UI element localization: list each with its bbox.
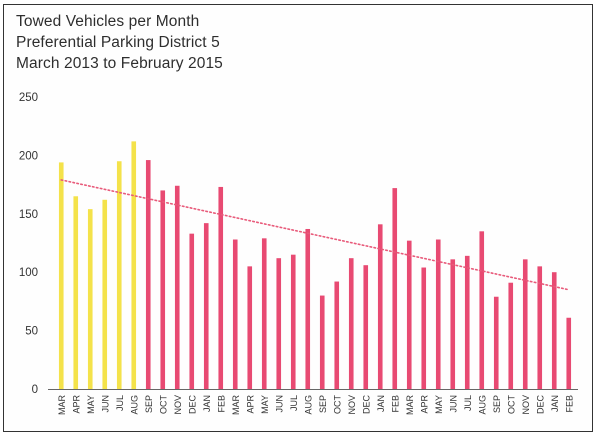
x-tick-label: JUL — [463, 395, 473, 411]
x-tick-label: OCT — [332, 395, 342, 415]
bar — [87, 209, 93, 389]
bar — [290, 254, 296, 389]
bar — [131, 141, 137, 389]
bar — [232, 239, 238, 389]
bars — [58, 141, 572, 389]
bar — [305, 228, 311, 389]
bar — [116, 161, 122, 389]
y-tick-label: 100 — [19, 267, 38, 279]
bar — [276, 258, 282, 389]
bar — [479, 231, 485, 389]
x-tick-label: NOV — [347, 395, 357, 415]
bar — [493, 296, 499, 389]
x-tick-label: SEP — [492, 395, 502, 413]
bar — [363, 265, 369, 389]
x-tick-label: SEP — [144, 395, 154, 413]
x-tick-label: MAY — [434, 395, 444, 414]
x-tick-label: NOV — [173, 395, 183, 415]
bar — [537, 266, 543, 389]
bar — [160, 190, 166, 389]
bar — [102, 199, 108, 389]
bar — [334, 281, 340, 389]
x-tick-label: AUG — [129, 395, 139, 415]
x-tick-label: JUL — [289, 395, 299, 411]
bar — [508, 282, 514, 389]
x-tick-label: MAR — [57, 395, 67, 416]
chart-frame: Towed Vehicles per Month Preferential Pa… — [3, 4, 593, 432]
x-tick-label: AUG — [303, 395, 313, 415]
bar — [261, 238, 267, 389]
y-tick-label: 250 — [19, 92, 38, 104]
x-axis: MAR APR MAY JUN JUL AUG SEP OCT NOV DEC JAN FEB MAR A… — [48, 389, 578, 416]
y-tick-label: 50 — [25, 326, 38, 338]
title-line-2: Preferential Parking District 5 — [16, 34, 220, 51]
bar — [450, 259, 456, 389]
x-tick-label: DEC — [535, 395, 545, 415]
x-tick-label: APR — [71, 395, 81, 414]
x-tick-label: JAN — [202, 395, 212, 412]
bar — [247, 266, 253, 389]
x-tick-label: JUL — [115, 395, 125, 411]
bar — [421, 267, 427, 389]
x-tick-label: JUN — [100, 395, 110, 413]
x-tick-label: JAN — [376, 395, 386, 412]
x-tick-label: JUN — [448, 395, 458, 413]
bar — [392, 188, 398, 389]
bar — [566, 317, 572, 389]
trendline-path — [60, 179, 570, 291]
x-tick-label: JAN — [550, 395, 560, 412]
x-tick-label: AUG — [477, 395, 487, 415]
x-tick-label: FEB — [564, 395, 574, 413]
bar-chart: 0 50 100 150 200 250 MAR APR MAY JUN JUL AUG SEP OCT… — [19, 92, 578, 416]
x-tick-label: NOV — [521, 395, 531, 415]
bar — [435, 239, 441, 389]
x-tick-label: MAR — [405, 395, 415, 416]
x-tick-label: MAY — [86, 395, 96, 414]
x-tick-label: APR — [245, 395, 255, 414]
x-tick-label: FEB — [216, 395, 226, 413]
title-line-1: Towed Vehicles per Month — [16, 13, 200, 30]
y-axis: 0 50 100 150 200 250 — [19, 92, 38, 396]
chart-title: Towed Vehicles per Month Preferential Pa… — [16, 11, 223, 74]
title-line-3: March 2013 to February 2015 — [16, 55, 223, 72]
bar — [58, 162, 64, 389]
bar — [377, 224, 383, 389]
y-tick-label: 0 — [32, 384, 38, 396]
bar — [406, 240, 412, 389]
trendline — [60, 179, 570, 291]
y-tick-label: 200 — [19, 150, 38, 162]
x-tick-label: MAR — [231, 395, 241, 416]
x-tick-label: FEB — [390, 395, 400, 413]
x-tick-label: SEP — [318, 395, 328, 413]
bar — [203, 223, 209, 389]
bar — [348, 258, 354, 389]
x-tick-label: MAY — [260, 395, 270, 414]
bar — [522, 259, 528, 389]
x-tick-label: DEC — [187, 395, 197, 415]
bar — [189, 233, 195, 389]
x-tick-label: OCT — [158, 395, 168, 415]
bar — [551, 272, 557, 389]
x-tick-label: JUN — [274, 395, 284, 413]
x-tick-label: APR — [419, 395, 429, 414]
bar — [464, 255, 470, 389]
bar — [145, 160, 151, 389]
bar — [218, 186, 224, 389]
x-tick-label: DEC — [361, 395, 371, 415]
y-tick-label: 150 — [19, 209, 38, 221]
x-tick-label: OCT — [506, 395, 516, 415]
bar — [174, 185, 180, 389]
bar — [319, 295, 325, 389]
bar — [73, 196, 79, 389]
